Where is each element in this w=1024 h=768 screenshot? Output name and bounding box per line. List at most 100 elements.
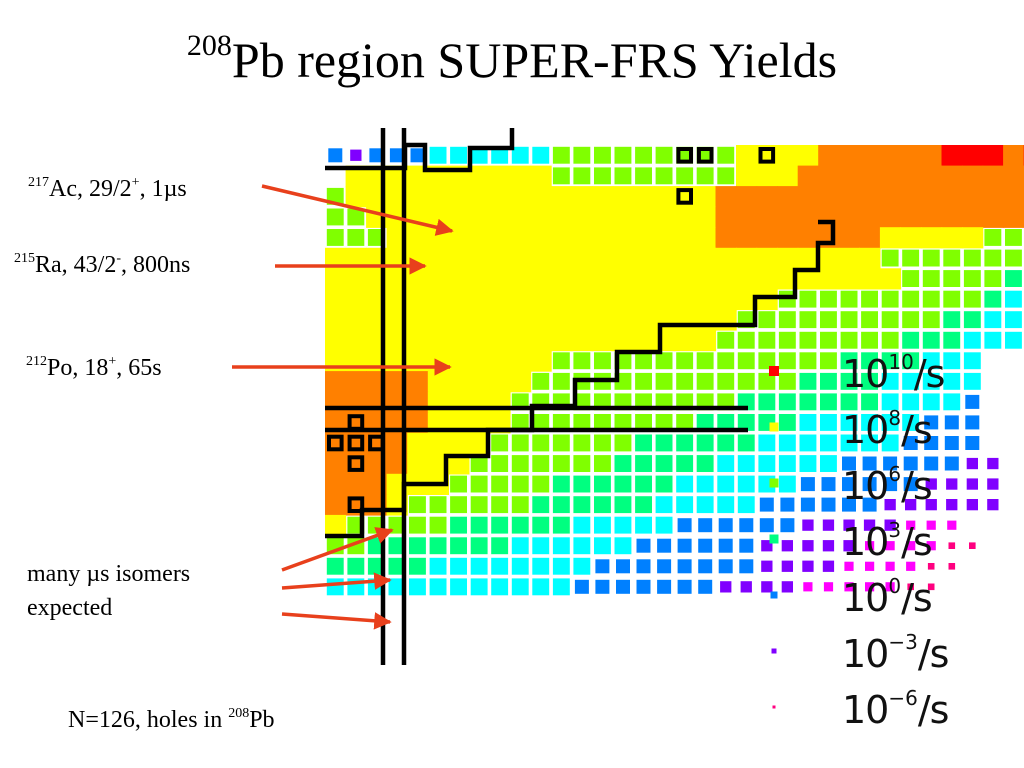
yield-cell [326, 208, 344, 226]
yield-cell [818, 145, 840, 167]
yield-cell [325, 453, 347, 475]
yield-cell [450, 496, 467, 514]
yield-cell [818, 186, 840, 208]
yield-cell [799, 352, 817, 370]
yield-cell [758, 393, 776, 411]
yield-cell [781, 581, 793, 593]
yield-cell [345, 473, 367, 495]
yield-cell [1005, 229, 1022, 246]
yield-cell [491, 516, 509, 534]
yield-cell [369, 148, 384, 163]
yield-cell [655, 434, 673, 452]
yield-cell [818, 247, 840, 269]
yield-cell [592, 268, 614, 290]
yield-cell [963, 352, 981, 370]
yield-cell [614, 537, 632, 555]
parity-sign: - [116, 251, 121, 266]
yield-cell [367, 229, 385, 246]
yield-cell [777, 227, 799, 249]
yield-cell [777, 165, 799, 187]
yield-cell [655, 496, 673, 514]
yield-cell [778, 372, 796, 390]
yield-cell [635, 496, 652, 514]
yield-cell [489, 371, 511, 393]
yield-cell [594, 167, 611, 185]
yield-cell [468, 247, 491, 269]
annotation-arrow [281, 612, 392, 630]
yield-cell [799, 372, 817, 390]
legend-label-1e6: 106/s [842, 462, 933, 508]
yield-cell [635, 352, 652, 370]
yield-cell [409, 578, 426, 596]
bottom-note: N=126, holes in 208Pb [68, 706, 275, 734]
yield-cell [694, 288, 717, 311]
yield-cell [655, 516, 673, 534]
yield-cell [736, 288, 758, 311]
yield-cell [491, 496, 509, 514]
yield-cell [676, 167, 694, 185]
yield-cell [963, 311, 981, 329]
yield-cell [511, 578, 529, 596]
yield-cell [963, 331, 981, 349]
yield-cell [739, 518, 754, 533]
yield-cell [614, 434, 632, 452]
yield-cell [844, 582, 854, 592]
yield-cell [407, 268, 429, 290]
yield-cell [799, 455, 817, 472]
yield-cell [797, 247, 819, 269]
yield-cell [409, 557, 426, 575]
yield-cell [532, 496, 550, 514]
yield-cell [698, 559, 713, 574]
yield-cell [614, 496, 632, 514]
yield-cell [345, 268, 367, 290]
yield-cell [510, 206, 532, 228]
yield-cell [491, 455, 509, 472]
yield-cell [694, 186, 717, 208]
yield-cell [715, 247, 737, 269]
yield-cell [676, 372, 694, 390]
yield-cell [984, 331, 1002, 349]
yield-cell [756, 206, 778, 228]
annotation-arrows [232, 184, 454, 630]
legend-label-1e8: 108/s [842, 406, 933, 452]
yield-cell [843, 519, 855, 531]
yield-cell [429, 557, 447, 575]
yield-cell [861, 434, 878, 452]
yield-cell [947, 520, 957, 530]
yield-cell [797, 268, 819, 290]
yield-cell [984, 270, 1002, 287]
yield-cell [635, 372, 652, 390]
yield-cell [635, 516, 652, 534]
yield-cell [510, 165, 532, 187]
yield-cell [944, 456, 959, 471]
yield-cell [532, 455, 550, 472]
yield-cell [614, 516, 632, 534]
yield-cell [635, 455, 652, 472]
yield-cell [655, 372, 673, 390]
yield-cell [552, 537, 570, 555]
yield-cell [592, 309, 614, 331]
yield-cell [674, 247, 696, 269]
yield-cell [736, 268, 758, 290]
yield-cell [489, 247, 511, 269]
yield-cell [737, 414, 755, 431]
yield-cell [865, 561, 875, 571]
yield-cell [468, 227, 491, 249]
yield-cell [530, 330, 552, 352]
yield-cell [616, 559, 630, 574]
yield-cell [925, 499, 937, 511]
yield-cell [448, 186, 470, 208]
yield-cell [407, 453, 429, 475]
yield-cell [595, 579, 610, 594]
yield-cell [859, 227, 881, 249]
yield-cell [838, 247, 860, 269]
yield-cell [427, 268, 449, 290]
yield-cell [715, 288, 737, 311]
yield-cell [592, 288, 614, 311]
yield-cell [470, 455, 488, 472]
yield-cell [838, 186, 860, 208]
yield-cell [879, 227, 902, 249]
yield-cell [780, 518, 795, 533]
yield-cell [861, 331, 878, 349]
yield-cell [717, 455, 735, 472]
